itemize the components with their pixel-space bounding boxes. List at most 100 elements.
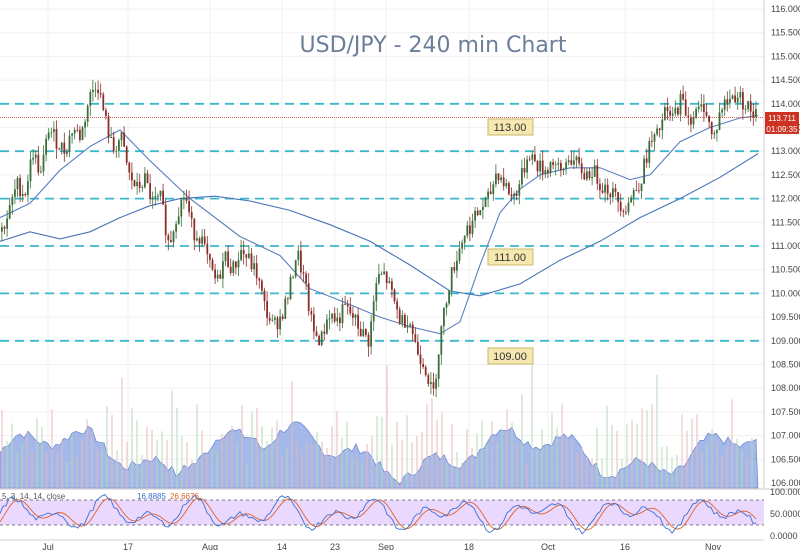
candle-body [71, 133, 73, 136]
moving-average-line [0, 153, 759, 297]
candle-body [560, 163, 562, 171]
candle-body [536, 160, 539, 172]
candle-body [437, 354, 440, 379]
candle-body [193, 218, 196, 241]
countdown-badge: 01:09:35 [765, 123, 799, 134]
candle-body [232, 261, 235, 274]
volume-area [0, 363, 759, 489]
candle-body [393, 289, 396, 302]
candle-body [58, 148, 60, 150]
candle-body [333, 313, 336, 322]
candle-body [734, 95, 736, 103]
candle-body [482, 206, 484, 211]
candle-body [744, 109, 747, 110]
candle-body [526, 159, 528, 173]
candle-body [398, 309, 401, 324]
candle-body [414, 334, 417, 342]
candle-body [632, 190, 635, 198]
candle-body [638, 190, 640, 192]
y-tick-label: 106.500 [771, 454, 800, 464]
candle-body [515, 193, 518, 196]
y-tick-label: 108.000 [771, 383, 800, 393]
y-tick-label: 113.000 [771, 146, 800, 156]
candle-body [315, 331, 318, 337]
candle-body [198, 238, 201, 244]
candle-body [625, 212, 627, 213]
x-tick-oct: Oct [541, 542, 556, 550]
candle-body [448, 290, 450, 304]
stochastic-k-line [0, 493, 757, 535]
candle-body [541, 160, 544, 174]
candle-body [573, 160, 575, 165]
candle-body [292, 276, 294, 278]
candle-body [307, 283, 310, 312]
candle-body [105, 110, 107, 116]
candle-body [450, 267, 453, 291]
candle-body [159, 190, 162, 196]
candle-body [684, 99, 687, 116]
candle-body [432, 382, 435, 389]
candle-body [50, 131, 53, 133]
candle-body [469, 225, 471, 234]
candle-body [99, 93, 102, 95]
candle-body [510, 194, 513, 197]
x-tick-aug: Aug [202, 542, 218, 550]
candle-body [591, 176, 593, 178]
candle-body [658, 128, 661, 131]
candle-body [185, 198, 188, 201]
candle-body [136, 181, 138, 187]
candle-body [645, 158, 648, 163]
candle-body [567, 160, 570, 163]
candle-body [209, 254, 211, 260]
level-label-109: 109.00 [487, 347, 534, 365]
candle-body [170, 240, 172, 243]
candle-body [669, 111, 671, 116]
candle-body [419, 354, 422, 365]
y-tick-label: 110.000 [771, 288, 800, 298]
y-tick-label: 108.500 [771, 360, 800, 370]
x-tick-nov: Nov [705, 542, 722, 550]
candle-body [102, 94, 105, 111]
candle-body [716, 130, 718, 134]
candle-body [578, 156, 580, 164]
level-label-113-text: 113.00 [494, 122, 527, 134]
level-label-111-text: 111.00 [494, 252, 526, 264]
candle-body [344, 304, 346, 305]
candle-body [518, 184, 521, 196]
candle-body [731, 95, 734, 99]
candle-body [562, 168, 565, 171]
y-tick-label: 109.500 [771, 312, 800, 322]
candle-body [84, 121, 86, 128]
candle-body [635, 190, 638, 192]
candle-body [268, 317, 271, 321]
candle-body [73, 129, 76, 134]
candle-body [8, 205, 11, 219]
candle-body [596, 165, 599, 184]
candle-body [188, 200, 190, 213]
candle-body [110, 137, 112, 138]
candle-body [203, 236, 206, 244]
candle-body [370, 321, 372, 347]
candle-body [175, 224, 177, 232]
candle-body [149, 183, 151, 200]
candle-body [466, 225, 469, 236]
candle-body [305, 273, 307, 284]
candle-body [219, 274, 222, 279]
candle-body [266, 301, 268, 318]
candle-body [409, 324, 411, 326]
candle-body [417, 341, 419, 355]
candle-body [180, 199, 183, 217]
candle-body [752, 111, 755, 117]
candle-body [489, 191, 492, 195]
candle-body [216, 274, 219, 279]
candle-body [63, 142, 66, 154]
candle-body [552, 162, 554, 166]
candle-body [375, 283, 378, 302]
candle-body [661, 119, 664, 131]
candle-body [471, 220, 474, 234]
candle-body [643, 158, 645, 184]
candle-body [354, 314, 357, 318]
candle-body [261, 280, 263, 291]
level-label-113: 113.00 [487, 118, 534, 136]
stochastic-tick-50: 50.0000 [770, 509, 800, 519]
